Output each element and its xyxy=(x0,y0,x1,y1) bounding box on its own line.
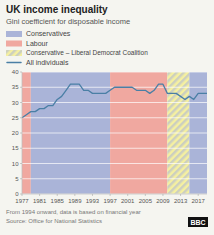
line xyxy=(22,84,207,118)
y-tick-label: 15 xyxy=(12,145,19,151)
y-tick-label: 10 xyxy=(12,161,19,167)
logo-box xyxy=(188,217,208,227)
y-tick xyxy=(20,148,22,149)
x-tick xyxy=(22,194,23,196)
y-tick-label: 30 xyxy=(12,100,19,106)
grid-line xyxy=(22,148,207,149)
y-tick-label: 20 xyxy=(12,130,19,136)
legend-label: Conservatives xyxy=(26,30,71,37)
grid-line xyxy=(22,194,207,195)
grid-line xyxy=(22,163,207,164)
chart: UK income inequality Gini coefficient for… xyxy=(0,0,214,235)
y-tick xyxy=(20,102,22,103)
x-tick xyxy=(110,194,111,196)
grid-line xyxy=(22,133,207,134)
x-tick-label: 2017 xyxy=(192,198,206,204)
legend-swatch xyxy=(6,41,22,47)
x-tick xyxy=(127,194,128,196)
y-tick-label: 5 xyxy=(15,176,19,182)
y-tick-label: 0 xyxy=(15,191,19,197)
x-tick xyxy=(198,194,199,196)
x-tick-label: 1985 xyxy=(51,198,65,204)
grid-line xyxy=(22,117,207,118)
legend-swatch xyxy=(6,50,22,56)
grid-line xyxy=(22,102,207,103)
plot-area xyxy=(22,72,207,194)
y-tick-label: 25 xyxy=(12,115,19,121)
x-tick xyxy=(145,194,146,196)
legend-line xyxy=(7,62,21,64)
y-tick xyxy=(20,163,22,164)
y-tick xyxy=(20,72,22,73)
background xyxy=(0,0,214,235)
y-tick xyxy=(20,178,22,179)
grid-line xyxy=(22,178,207,179)
x-tick xyxy=(57,194,58,196)
title: UK income inequality xyxy=(6,4,108,15)
y-tick xyxy=(20,117,22,118)
legend-swatch xyxy=(6,31,22,37)
footnote: From 1994 onward, data is based on finan… xyxy=(6,209,141,215)
x-tick-label: 2009 xyxy=(156,198,170,204)
y-tick xyxy=(20,87,22,88)
grid-line xyxy=(22,72,207,73)
x-tick-label: 1981 xyxy=(33,198,47,204)
subtitle: Gini coefficient for disposable income xyxy=(6,17,130,26)
source: Source: Office for National Statistics xyxy=(6,218,102,224)
legend-label: All individuals xyxy=(26,59,69,66)
x-tick-label: 1997 xyxy=(103,198,117,204)
x-tick xyxy=(92,194,93,196)
x-tick xyxy=(39,194,40,196)
x-tick-label: 2001 xyxy=(121,198,135,204)
x-tick xyxy=(162,194,163,196)
x-tick-label: 1993 xyxy=(86,198,100,204)
legend-label: Labour xyxy=(26,40,48,47)
x-tick-label: 1977 xyxy=(15,198,29,204)
x-axis xyxy=(22,194,207,195)
y-tick-label: 35 xyxy=(12,84,19,90)
x-tick xyxy=(180,194,181,196)
y-tick xyxy=(20,133,22,134)
y-tick-label: 40 xyxy=(12,69,19,75)
x-tick xyxy=(74,194,75,196)
x-tick-label: 2005 xyxy=(139,198,153,204)
legend-label: Conservative – Liberal Democrat Coalitio… xyxy=(26,49,148,56)
logo: BBC xyxy=(190,219,205,226)
x-tick-label: 2013 xyxy=(174,198,188,204)
x-tick-label: 1989 xyxy=(68,198,82,204)
